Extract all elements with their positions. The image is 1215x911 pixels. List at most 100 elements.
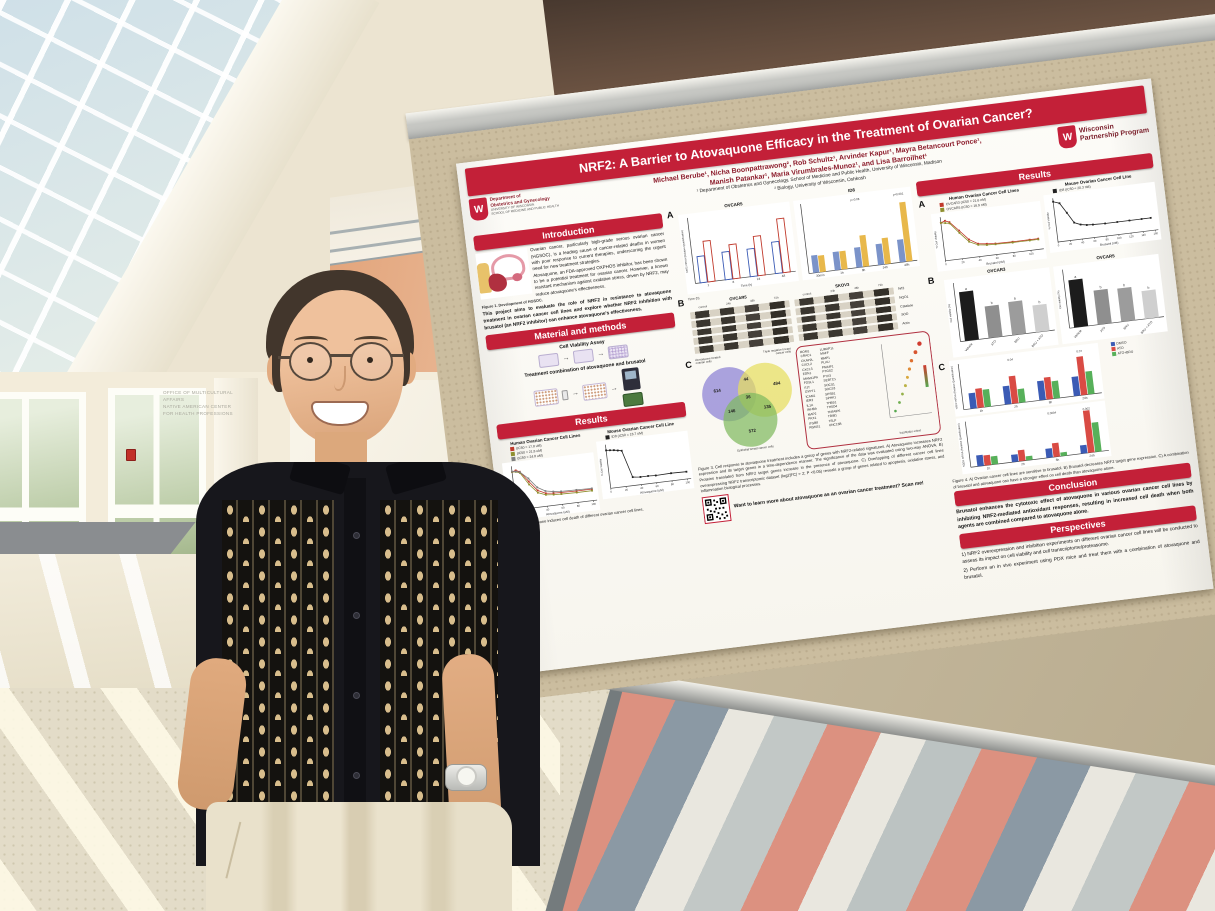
brusatol-mouse-dose-chart: 0 20 40 60 80 100 120 140 160 Brusatol (nM) % Cell… bbox=[1043, 181, 1162, 254]
blot-lane-label: 48h bbox=[749, 298, 756, 304]
svg-text:100: 100 bbox=[685, 479, 690, 484]
shirt-button bbox=[353, 532, 360, 539]
svg-text:2h: 2h bbox=[1013, 404, 1017, 408]
legend-chip bbox=[1111, 351, 1116, 357]
glasses-bridge bbox=[330, 354, 352, 357]
svg-text:0.002: 0.002 bbox=[1082, 406, 1090, 411]
plate-reader-icon bbox=[620, 366, 641, 391]
svg-text:BRU: BRU bbox=[1123, 323, 1130, 331]
svg-text:Atovaquone (uM): Atovaquone (uM) bbox=[546, 509, 570, 516]
svg-text:ATO: ATO bbox=[1100, 326, 1107, 334]
svg-text:Cell viability (%): Cell viability (%) bbox=[947, 304, 953, 323]
nqo1-mrna-bars: 1h 2h 8h 24h 0.0004 0.002 NQO1 mRNA (Relative … bbox=[955, 400, 1112, 475]
svg-text:2h: 2h bbox=[1021, 462, 1025, 466]
person bbox=[148, 266, 618, 911]
blot-lane-label: 24h bbox=[830, 288, 836, 294]
svg-text:1h: 1h bbox=[840, 271, 844, 275]
svg-text:24h: 24h bbox=[1082, 396, 1088, 401]
svg-text:24: 24 bbox=[757, 277, 761, 281]
svg-text:Time (h): Time (h) bbox=[741, 283, 753, 288]
research-poster: NRF2: A Barrier to Atovaquone Efficacy i… bbox=[456, 78, 1214, 674]
chart-svg: 1 8 24 48 Time (h) NRF2 mRNA (Relative Quanti… bbox=[680, 217, 796, 288]
shirt-button bbox=[353, 692, 360, 699]
svg-text:Atovaquone (uM): Atovaquone (uM) bbox=[640, 487, 664, 494]
poster-column-right: Results A Human Ovarian Cancer Cell Line… bbox=[915, 151, 1202, 595]
svg-text:1h: 1h bbox=[986, 466, 990, 470]
svg-text:20: 20 bbox=[625, 487, 629, 491]
svg-text:80: 80 bbox=[1013, 254, 1017, 258]
venn-count: 146 bbox=[727, 407, 736, 414]
venn-count: 44 bbox=[743, 376, 749, 382]
svg-text:b: b bbox=[1100, 285, 1102, 289]
svg-text:20: 20 bbox=[962, 260, 966, 264]
svg-text:BRU: BRU bbox=[1014, 336, 1021, 344]
venn-label-2: Triple negative breast cancer cells bbox=[762, 346, 792, 356]
chart-svg: 0 20 40 60 80 100 120 140 160 Brusatol (nM) % Cell… bbox=[1046, 198, 1159, 248]
svg-text:Brusatol (nM): Brusatol (nM) bbox=[986, 260, 1005, 266]
svg-text:20: 20 bbox=[1069, 242, 1073, 246]
person-eyebrow bbox=[294, 336, 328, 346]
person-eye bbox=[367, 357, 373, 363]
uw-crest-icon: W bbox=[468, 197, 490, 222]
svg-text:40: 40 bbox=[640, 485, 644, 489]
shirt-button bbox=[353, 772, 360, 779]
svg-text:a: a bbox=[1074, 275, 1076, 279]
svg-text:60: 60 bbox=[996, 256, 1000, 260]
svg-text:48h: 48h bbox=[904, 263, 910, 268]
chart-svg: a Vehicle b ATO b BRU b BRU + ATO Cell viability… bbox=[1056, 269, 1165, 339]
watch-face bbox=[456, 766, 477, 787]
venn-count: 135 bbox=[763, 403, 772, 410]
wall-sign: OFFICE OF MULTICULTURAL AFFAIRS NATIVE AM… bbox=[163, 390, 253, 418]
svg-text:b: b bbox=[1123, 283, 1125, 287]
dot-plot-svg bbox=[880, 341, 932, 418]
person-trousers bbox=[206, 802, 512, 911]
legend-chip bbox=[1052, 188, 1058, 194]
western-blot-ovcar5: OVCAR5 control 24h 48h 72h bbox=[688, 289, 794, 355]
svg-text:0: 0 bbox=[945, 262, 947, 266]
svg-text:100: 100 bbox=[591, 501, 596, 506]
venn-count: 572 bbox=[748, 427, 757, 434]
gene-name: RGNS1 bbox=[809, 424, 821, 430]
svg-text:Vehicle: Vehicle bbox=[1073, 329, 1083, 339]
brusatol-human-dose-chart: 0 20 40 60 80 100 Brusatol (nM) % Cell Viabilit… bbox=[931, 200, 1048, 272]
gene-name: UNC13B bbox=[828, 421, 842, 428]
svg-text:40: 40 bbox=[1081, 240, 1085, 244]
legend-chip bbox=[939, 202, 945, 208]
svg-text:30min: 30min bbox=[816, 273, 825, 278]
svg-text:Brusatol (nM): Brusatol (nM) bbox=[1100, 241, 1119, 247]
svg-text:80: 80 bbox=[1106, 237, 1110, 241]
svg-text:NRF2 mRNA (Relative Quantifica: NRF2 mRNA (Relative Quantification) bbox=[680, 230, 689, 274]
dot-plot-xlabel: -log10(adj p-value) bbox=[898, 428, 922, 435]
ovcar5-nrf2-bars-chart: 1 8 24 48 Time (h) NRF2 mRNA (Relative Quanti… bbox=[678, 201, 800, 295]
fire-alarm-box bbox=[126, 449, 136, 461]
svg-text:48: 48 bbox=[782, 274, 786, 278]
venn-count: 494 bbox=[772, 380, 781, 386]
glasses-temple bbox=[278, 356, 291, 359]
svg-text:160: 160 bbox=[1153, 231, 1158, 236]
svg-text:% Cell Viability: % Cell Viability bbox=[598, 457, 604, 475]
shirt-collar bbox=[288, 462, 352, 496]
svg-text:Vehicle: Vehicle bbox=[964, 342, 974, 352]
chart-svg: 30min 1h 8h 24h 48h p=0.08 p<0.001 bbox=[800, 192, 918, 278]
venn-count: 614 bbox=[713, 387, 722, 394]
svg-text:0.04: 0.04 bbox=[1007, 357, 1013, 362]
svg-text:0.07: 0.07 bbox=[1076, 349, 1082, 354]
svg-text:40: 40 bbox=[546, 507, 550, 511]
svg-text:80: 80 bbox=[671, 481, 675, 485]
wall-sign-line: OFFICE OF MULTICULTURAL AFFAIRS bbox=[163, 390, 233, 402]
svg-text:NRF2 mRNA (Relative Quantifica: NRF2 mRNA (Relative Quantification) bbox=[949, 366, 958, 410]
venn-label-1: Atovaquone treated ovarian cells bbox=[694, 354, 721, 366]
svg-text:0.0004: 0.0004 bbox=[1047, 411, 1057, 416]
svg-text:ATO: ATO bbox=[990, 339, 997, 347]
svg-text:24h: 24h bbox=[883, 265, 889, 270]
svg-text:% Cell Viability: % Cell Viability bbox=[933, 231, 939, 249]
svg-text:80: 80 bbox=[577, 503, 581, 507]
svg-text:60: 60 bbox=[561, 505, 565, 509]
nrf2-mrna-bars: 1h 2h 8h 24h 0.04 0.07 NRF2 mRNA (Relative Qua… bbox=[948, 343, 1105, 417]
shirt-collar bbox=[384, 462, 448, 496]
blot-lane-label: control bbox=[802, 291, 812, 297]
chart-svg: 1h 2h 8h 24h 0.04 0.07 NRF2 mRNA (Relative Qua… bbox=[949, 349, 1102, 413]
glasses-lens bbox=[289, 342, 332, 381]
svg-text:1: 1 bbox=[708, 283, 710, 287]
venn-label-3: Epithelial breast cancer cells bbox=[737, 443, 774, 453]
